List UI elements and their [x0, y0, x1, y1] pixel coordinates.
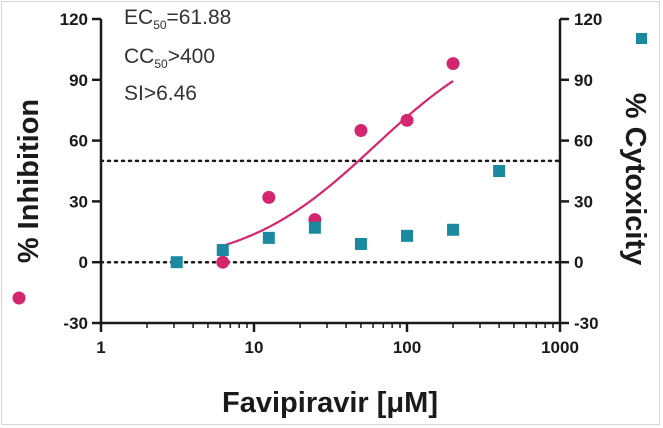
cytotoxicity-point	[216, 244, 229, 257]
right-y-tick-label: -30	[574, 314, 599, 333]
right-y-tick-label: 120	[574, 10, 602, 29]
reference-lines	[99, 159, 562, 264]
left-y-tick-label: 0	[79, 253, 88, 272]
right-y-tick-label: 30	[574, 192, 593, 211]
cytotoxicity-point	[447, 223, 460, 236]
cytotoxicity-point	[262, 231, 275, 244]
left-y-tick-label: 60	[69, 132, 88, 151]
x-tick-label: 1	[96, 338, 105, 357]
x-tick-label: 10	[245, 338, 264, 357]
right-y-axis-title: % Cytoxicity	[619, 93, 651, 265]
data-marks	[170, 57, 506, 269]
left-y-tick-label: 90	[69, 71, 88, 90]
x-axis-title: Favipiravir [μM]	[222, 387, 438, 419]
x-tick-label: 100	[393, 338, 421, 357]
cytotoxicity-point	[308, 221, 321, 234]
right-y-tick-label: 60	[574, 132, 593, 151]
legend-cytotoxicity-marker	[636, 33, 647, 44]
cytotoxicity-point	[354, 237, 367, 250]
cytotoxicity-point	[401, 229, 413, 242]
x-tick-label: 1000	[541, 338, 579, 357]
left-y-tick-label: -30	[63, 314, 88, 333]
ec50-annotation: EC50=61.88	[124, 6, 231, 32]
inhibition-point	[446, 57, 460, 71]
right-y-tick-label: 90	[574, 71, 593, 90]
inhibition-point	[354, 123, 368, 137]
axis-ticks: 1 10 100 1000 -30 -30 0 0 30 30 60 60 90 90 120 120	[60, 10, 603, 357]
left-y-tick-label: 120	[60, 10, 88, 29]
inhibition-point	[262, 190, 276, 204]
inhibition-point	[216, 255, 230, 269]
cytotoxicity-point	[493, 165, 506, 177]
left-y-axis-title: % Inhibition	[13, 99, 45, 263]
legend-inhibition-marker	[12, 291, 26, 305]
cytotoxicity-point	[170, 256, 183, 269]
left-y-tick-label: 30	[69, 192, 88, 211]
si-annotation: SI>6.46	[124, 82, 197, 105]
inhibition-fit-curve	[222, 80, 454, 247]
cc50-annotation: CC50>400	[124, 45, 215, 71]
inhibition-point	[400, 113, 414, 127]
fit-curve-group	[222, 80, 454, 247]
right-y-tick-label: 0	[574, 253, 583, 272]
